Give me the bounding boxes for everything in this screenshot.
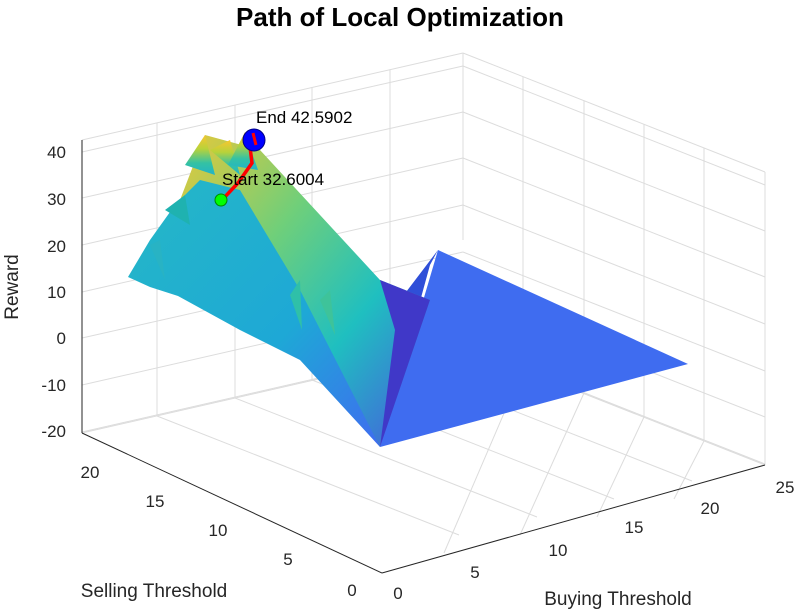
end-marker-tick	[251, 132, 258, 146]
y-axis-ticks: 20 15 10 5 0	[81, 463, 357, 600]
x-tick: 15	[625, 518, 644, 537]
surface-flat-region	[380, 250, 688, 447]
y-axis-label: Selling Threshold	[81, 581, 227, 602]
z-axis-label: Reward	[2, 254, 23, 319]
optimization-path: Start 32.6004 End 42.5902	[214, 108, 352, 207]
surface-ridge-3	[210, 140, 240, 175]
chart-title: Path of Local Optimization	[236, 2, 564, 32]
z-tick: 0	[57, 329, 66, 348]
surface-front	[128, 180, 380, 447]
x-tick: 5	[470, 563, 479, 582]
y-tick: 0	[347, 581, 356, 600]
z-tick: -20	[41, 422, 66, 441]
z-tick: 10	[47, 283, 66, 302]
start-marker	[214, 193, 228, 207]
surface-ridge-5	[150, 240, 165, 280]
x-tick: 25	[776, 478, 795, 497]
x-tick: 0	[393, 584, 402, 603]
x-axis-label: Buying Threshold	[544, 589, 692, 610]
x-tick: 10	[549, 541, 568, 560]
end-annotation: End 42.5902	[256, 108, 352, 127]
reward-surface	[128, 132, 688, 447]
x-axis-ticks: 0 5 10 15 20 25	[393, 478, 794, 603]
surface-ridge-2	[185, 135, 215, 175]
start-annotation: Start 32.6004	[222, 170, 324, 189]
axes	[81, 140, 766, 574]
y-tick: 10	[209, 521, 228, 540]
surface-ridge-1	[165, 195, 190, 225]
z-tick: 30	[47, 190, 66, 209]
z-tick: -10	[41, 376, 66, 395]
y-tick: 5	[283, 550, 292, 569]
surface-ridge-6	[290, 280, 302, 330]
surface-valley	[380, 280, 430, 447]
surface-ridge-7	[320, 290, 335, 335]
surface-flat-shadow	[380, 250, 438, 447]
z-tick: 20	[47, 237, 66, 256]
y-tick: 15	[146, 492, 165, 511]
z-axis-ticks: 40 30 20 10 0 -10 -20	[41, 143, 66, 441]
x-tick: 20	[701, 499, 720, 518]
y-tick: 20	[81, 463, 100, 482]
z-tick: 40	[47, 143, 66, 162]
